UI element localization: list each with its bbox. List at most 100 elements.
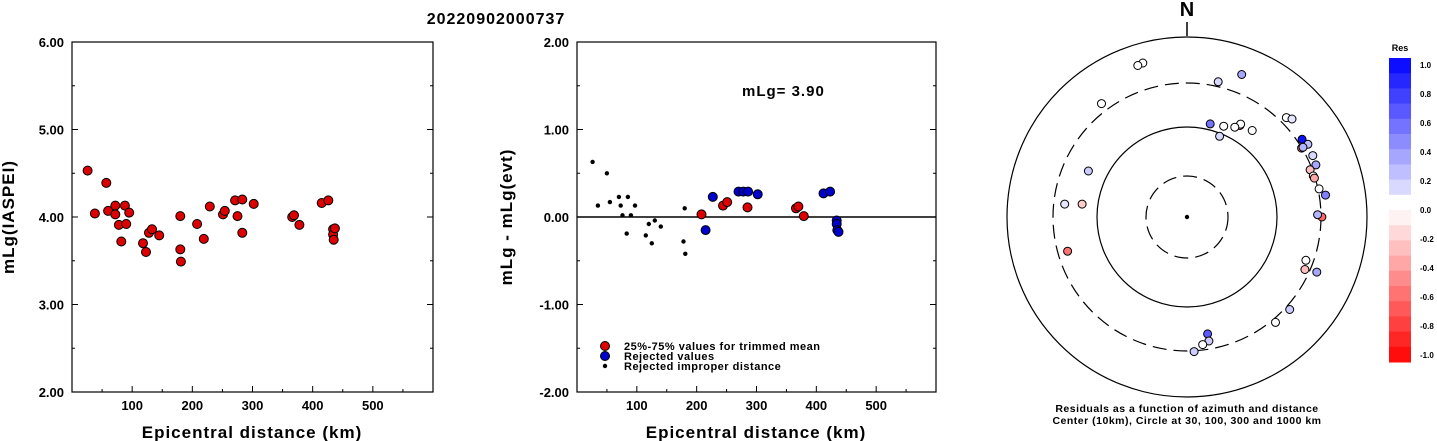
- magnitude-point: [110, 209, 121, 220]
- station-residual-point: [1309, 173, 1319, 183]
- improper-distance-point: [643, 233, 648, 238]
- rejected-point: [833, 226, 844, 237]
- rejected-point: [752, 189, 763, 200]
- magnitude-point: [147, 224, 157, 235]
- colorbar-cell: [1389, 225, 1411, 241]
- colorbar-cell: [1389, 73, 1411, 89]
- improper-distance-point: [682, 206, 687, 211]
- improper-distance-point: [681, 239, 686, 244]
- magnitude-point: [138, 238, 148, 249]
- station-residual-point: [1287, 114, 1297, 124]
- station-residual-point: [1060, 199, 1070, 209]
- plot2-ylabel: mLg - mLg(evt): [497, 149, 516, 286]
- plot0-xtick-label: 500: [362, 398, 384, 413]
- station-residual-point: [1271, 317, 1280, 327]
- improper-distance-point: [624, 231, 629, 236]
- plot1-xtick-label: 100: [626, 398, 648, 413]
- station-residual-point: [1285, 305, 1295, 314]
- improper-distance-point: [604, 171, 610, 176]
- magnitude-point: [204, 201, 215, 212]
- plot1-ylabel: mLg(IASPEI): [0, 160, 18, 274]
- station-residual-point: [1300, 265, 1310, 274]
- improper-distance-point: [595, 203, 601, 208]
- legend-marker-rejected: [600, 351, 610, 361]
- plot0-ytick-label: 6.00: [39, 35, 64, 50]
- rejected-point: [825, 186, 836, 197]
- colorbar-cell: [1389, 286, 1411, 302]
- magnitude-point: [237, 194, 248, 205]
- station-residual-point: [1083, 166, 1093, 176]
- colorbar-title: Res: [1392, 43, 1409, 53]
- polar-caption-line2: Center (10km), Circle at 30, 100, 300 an…: [1052, 415, 1321, 427]
- plot0-ytick-label: 2.00: [39, 385, 64, 400]
- plot0-xtick-label: 200: [181, 398, 203, 413]
- magnitude-point: [175, 256, 186, 267]
- station-residual-point: [1077, 199, 1087, 209]
- plot0-ytick-label: 3.00: [39, 298, 64, 313]
- magnitude-point: [232, 211, 243, 222]
- improper-distance-point: [607, 199, 613, 205]
- magnitude-point: [248, 198, 259, 209]
- plot1-ytick-label: 1.00: [544, 123, 569, 138]
- magnitude-point: [124, 207, 135, 218]
- improper-distance-point: [646, 221, 651, 227]
- plot0-xtick-label: 100: [121, 398, 143, 413]
- colorbar-tick-label: -0.2: [1420, 235, 1434, 244]
- station-residual-point: [1314, 184, 1324, 194]
- residual-colorbar: Res 1.0 0.8 0.6 0.4 0.2 0.0 -0.2 -0.4 -0.6 -0.8 -1…: [1389, 43, 1434, 363]
- trimmed-mean-point: [742, 202, 753, 213]
- plot0-xtick-label: 400: [302, 398, 324, 413]
- magnitude-point: [116, 236, 127, 247]
- colorbar-cell: [1389, 301, 1411, 317]
- magnitude-point: [110, 200, 121, 211]
- north-label: N: [1180, 0, 1194, 21]
- trimmed-mean-point: [798, 211, 809, 222]
- magnitude-point: [219, 205, 230, 216]
- epicenter-dot: [1184, 214, 1190, 220]
- plot2-xlabel: Epicentral distance (km): [646, 423, 867, 441]
- improper-distance-point: [652, 218, 657, 223]
- colorbar-tick-label: 1.0: [1420, 61, 1432, 70]
- colorbar-cell: [1389, 134, 1411, 150]
- plot1-ytick-label: 2.00: [544, 35, 569, 50]
- improper-distance-point: [616, 194, 622, 200]
- colorbar-tick-label: -0.6: [1420, 293, 1434, 302]
- colorbar-cell: [1389, 270, 1411, 287]
- plot1-xtick-label: 500: [865, 398, 887, 413]
- colorbar-cell: [1389, 164, 1411, 181]
- station-residual-point: [1301, 255, 1311, 265]
- improper-distance-point: [658, 224, 663, 229]
- colorbar-tick-label: 0.6: [1420, 119, 1432, 128]
- azimuth-residual-polar-plot: N Residuals as a function of azimuth and…: [1006, 0, 1368, 427]
- plot1-xtick-label: 200: [686, 398, 708, 413]
- magnitude-point: [89, 208, 100, 219]
- plot2-annotation: mLg= 3.90: [742, 83, 825, 100]
- magnitude-point: [101, 177, 112, 188]
- colorbar-cell: [1389, 58, 1411, 74]
- colorbar-cell: [1389, 149, 1411, 165]
- plot1-xtick-label: 300: [746, 398, 768, 413]
- magnitude-point: [237, 227, 248, 238]
- magnitude-point: [323, 195, 334, 206]
- colorbar-cell: [1389, 179, 1411, 196]
- legend-marker-trimmed: [600, 341, 610, 351]
- colorbar-cell: [1389, 255, 1411, 272]
- station-residual-point: [1198, 340, 1208, 350]
- circle-30km: [1145, 175, 1229, 259]
- colorbar-cell: [1389, 346, 1411, 363]
- colorbar-cell: [1389, 118, 1411, 135]
- legend-label-improper: Rejected improper distance: [624, 361, 781, 373]
- colorbar-cell: [1389, 88, 1411, 105]
- residual-vs-distance-plot: 100 200 300 400 500 -2.00 -1.00 0.00 1.00 2.00 mL…: [497, 35, 937, 441]
- colorbar-cell: [1389, 240, 1411, 257]
- trimmed-mean-point: [696, 209, 707, 220]
- magnitude-vs-distance-plot: 100 200 300 400 500 2.00 3.00 4.00 5.00 6.00 Epic…: [0, 35, 434, 441]
- legend-label-rejected: Rejected values: [624, 351, 715, 363]
- plot1-ytick-label: -1.00: [539, 298, 569, 313]
- station-residual-point: [1298, 142, 1308, 152]
- plot1-xtick-label: 400: [805, 398, 827, 413]
- magnitude-point: [328, 234, 339, 245]
- trimmed-mean-point: [722, 197, 733, 208]
- improper-distance-point: [649, 241, 654, 246]
